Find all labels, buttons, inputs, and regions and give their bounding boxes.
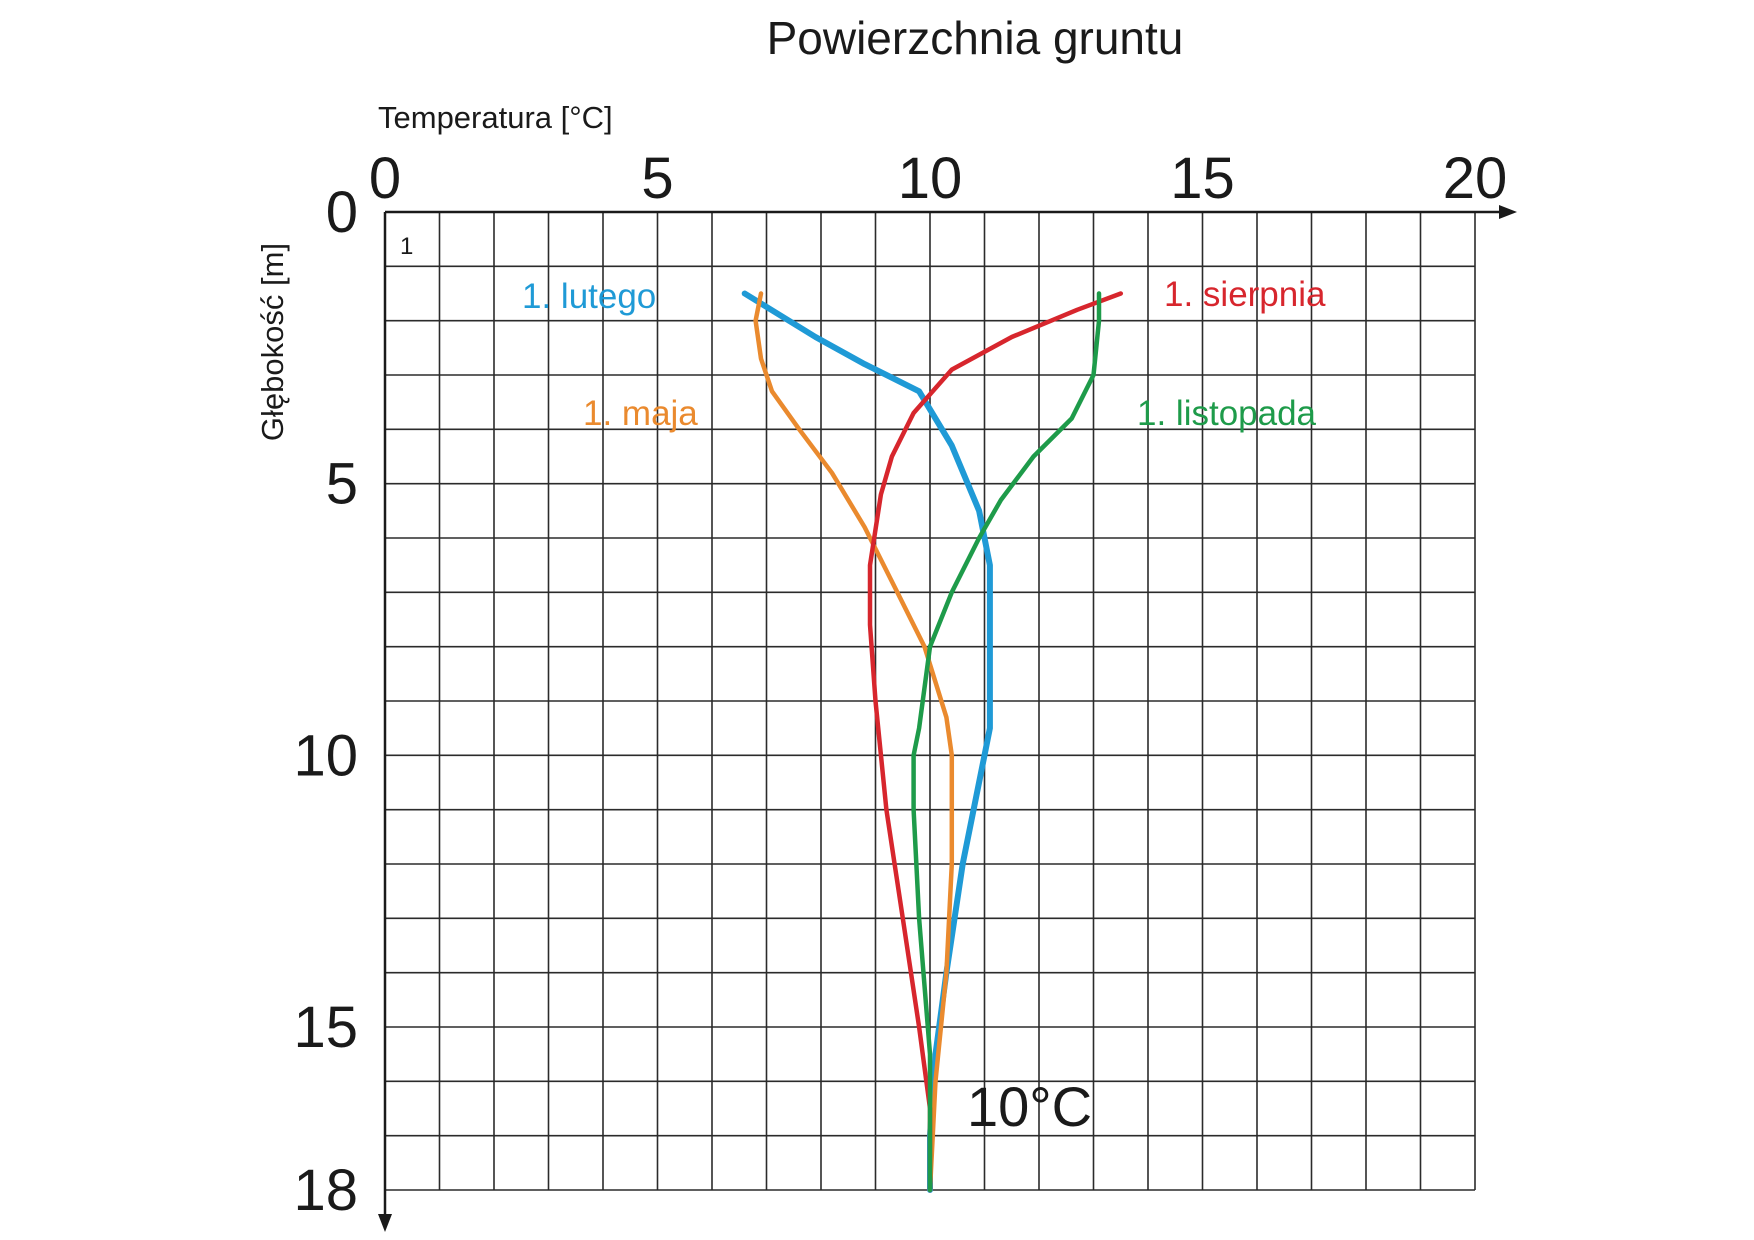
x-tick-labels: 0 5 10 15 20 <box>369 146 1507 211</box>
y-tick-label: 18 <box>293 1158 358 1223</box>
x-axis-title: Temperatura [°C] <box>378 100 613 135</box>
series-label: 1. sierpnia <box>1164 275 1326 314</box>
series-line <box>741 290 993 1193</box>
axes <box>378 205 1517 1232</box>
series-label: 1. lutego <box>522 277 656 316</box>
series-label: 1. listopada <box>1137 394 1317 433</box>
series-label: 1. maja <box>583 394 698 433</box>
x-tick-label: 20 <box>1443 146 1508 211</box>
series-lines <box>741 290 1124 1193</box>
y-tick-label: 5 <box>326 452 358 517</box>
temperature-annotation: 10°C <box>967 1075 1092 1138</box>
corner-label: 1 <box>400 233 413 260</box>
x-tick-label: 15 <box>1170 146 1235 211</box>
series-line <box>911 291 1102 1193</box>
y-tick-label: 0 <box>326 180 358 245</box>
grid <box>384 211 1476 1191</box>
series-labels: 1. lutego 1. maja 1. sierpnia 1. listopada <box>522 275 1326 433</box>
x-tick-label: 0 <box>369 146 401 211</box>
series-line <box>867 291 1124 1193</box>
y-axis-arrow <box>378 1214 392 1232</box>
x-axis-arrow <box>1499 205 1517 219</box>
y-tick-labels: 0 5 10 15 18 <box>293 180 358 1223</box>
series-line <box>753 291 955 1193</box>
x-tick-label: 10 <box>898 146 963 211</box>
y-tick-label: 15 <box>293 995 358 1060</box>
y-axis-title: Głębokość [m] <box>255 243 290 441</box>
x-tick-label: 5 <box>641 146 673 211</box>
y-tick-label: 10 <box>293 723 358 788</box>
chart-title: Powierzchnia gruntu <box>767 12 1184 64</box>
